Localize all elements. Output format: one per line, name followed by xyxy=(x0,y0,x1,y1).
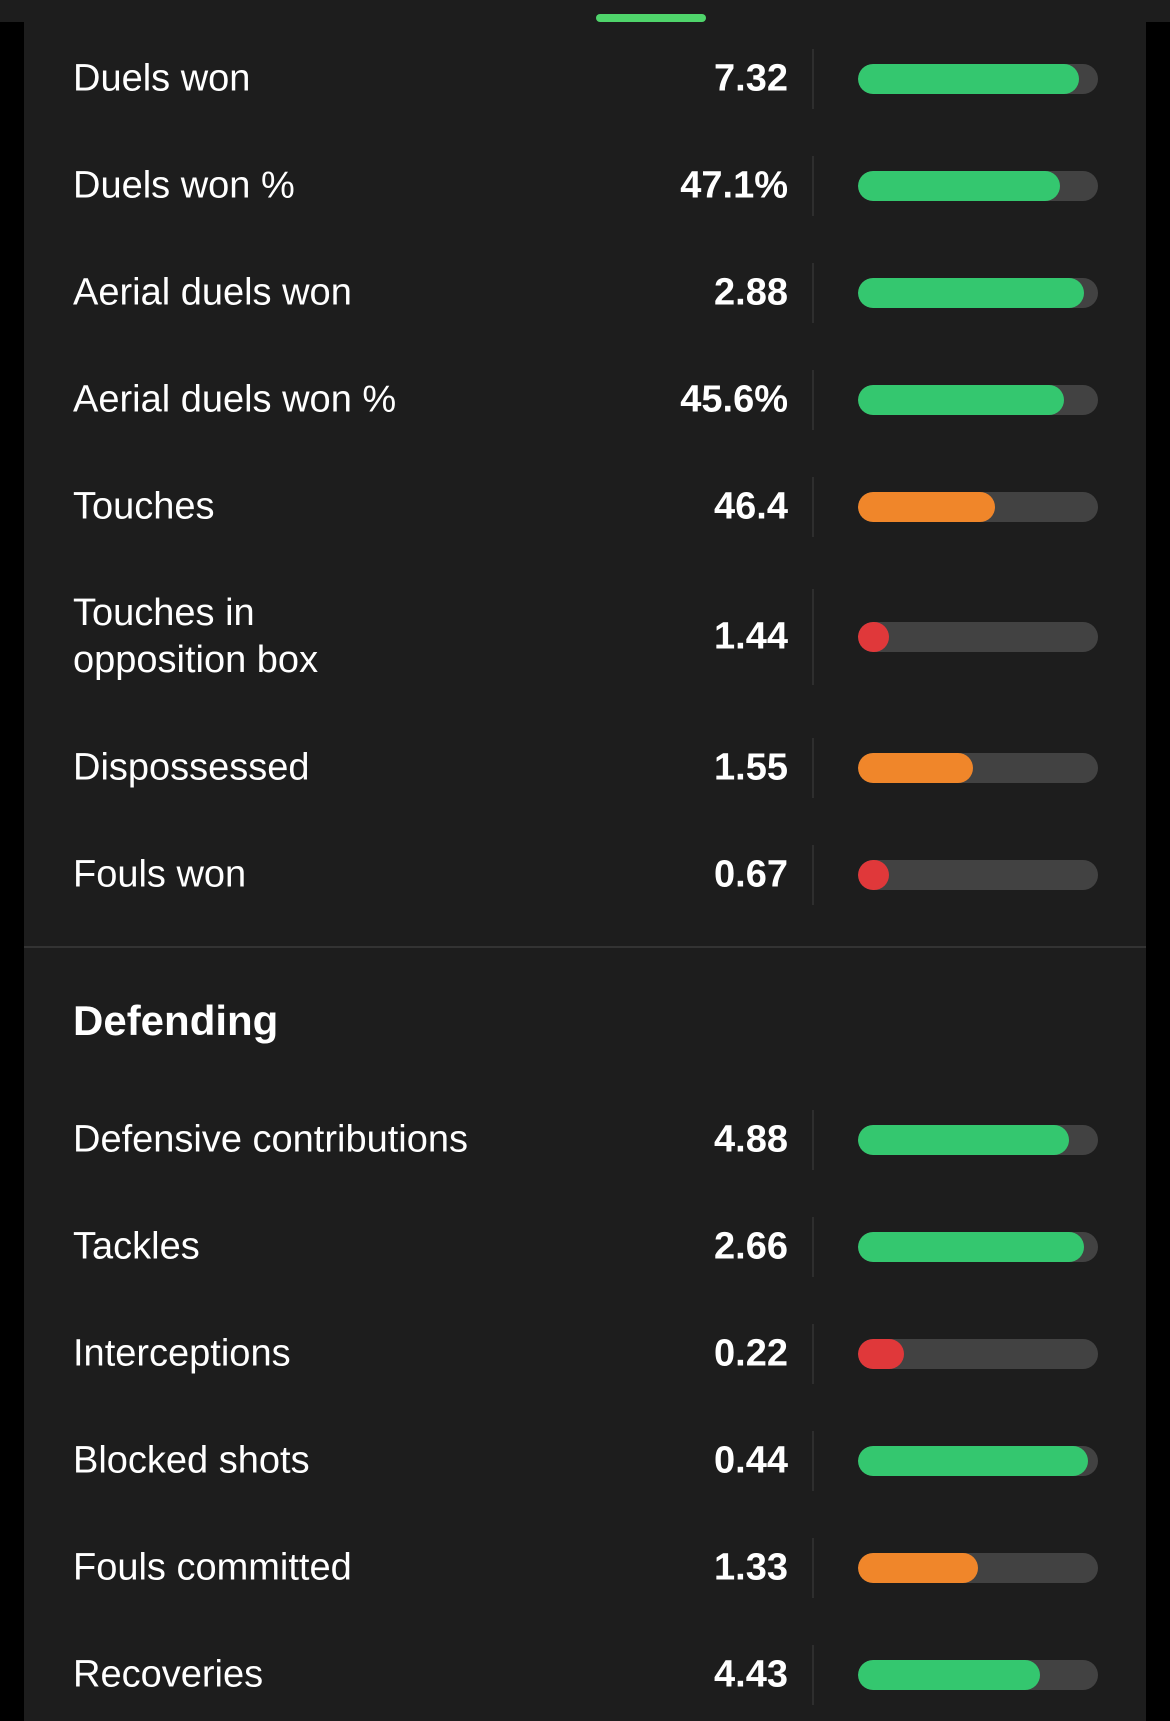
stat-value: 2.88 xyxy=(714,272,788,315)
section-divider xyxy=(24,946,1146,948)
stat-row-fouls-committed[interactable]: Fouls committed 1.33 xyxy=(24,1538,1146,1598)
column-divider xyxy=(812,1324,814,1384)
percentile-bar-fill xyxy=(858,1446,1088,1476)
column-divider xyxy=(812,156,814,216)
percentile-bar-fill xyxy=(858,1125,1069,1155)
stat-value: 1.33 xyxy=(714,1547,788,1590)
stat-label: Touches xyxy=(73,484,593,531)
stat-row-recoveries[interactable]: Recoveries 4.43 xyxy=(24,1645,1146,1705)
stat-value: 1.44 xyxy=(714,616,788,659)
stat-label: Aerial duels won xyxy=(73,270,593,317)
stat-value: 4.43 xyxy=(714,1654,788,1697)
stat-label: Touches in opposition box xyxy=(73,590,363,684)
section-title-defending: Defending xyxy=(73,995,278,1047)
percentile-bar-fill xyxy=(858,860,889,890)
stat-value: 4.88 xyxy=(714,1119,788,1162)
column-divider xyxy=(812,370,814,430)
percentile-bar-fill xyxy=(858,622,889,652)
column-divider xyxy=(812,845,814,905)
stat-row-duels-won[interactable]: Duels won 7.32 xyxy=(24,49,1146,109)
percentile-bar-fill xyxy=(858,1232,1084,1262)
percentile-bar-track xyxy=(858,1125,1098,1155)
stat-label: Aerial duels won % xyxy=(73,377,593,424)
stat-label: Fouls committed xyxy=(73,1545,593,1592)
column-divider xyxy=(812,1110,814,1170)
column-divider xyxy=(812,263,814,323)
stat-value: 0.22 xyxy=(714,1333,788,1376)
column-divider xyxy=(812,1645,814,1705)
stat-row-duels-won[interactable]: Duels won % 47.1% xyxy=(24,156,1146,216)
stat-row-aerial-duels-won[interactable]: Aerial duels won 2.88 xyxy=(24,263,1146,323)
stat-label: Defensive contributions xyxy=(73,1117,593,1164)
percentile-bar-fill xyxy=(858,1553,978,1583)
percentile-bar-track xyxy=(858,860,1098,890)
percentile-bar-fill xyxy=(858,64,1079,94)
percentile-bar-fill xyxy=(858,1660,1040,1690)
stat-label: Fouls won xyxy=(73,852,593,899)
stat-label: Dispossessed xyxy=(73,745,593,792)
percentile-bar-track xyxy=(858,753,1098,783)
percentile-bar-track xyxy=(858,1446,1098,1476)
stat-row-blocked-shots[interactable]: Blocked shots 0.44 xyxy=(24,1431,1146,1491)
percentile-bar-fill xyxy=(858,278,1084,308)
stat-row-tackles[interactable]: Tackles 2.66 xyxy=(24,1217,1146,1277)
stat-value: 0.67 xyxy=(714,854,788,897)
percentile-bar-track xyxy=(858,64,1098,94)
stat-row-touches[interactable]: Touches 46.4 xyxy=(24,477,1146,537)
column-divider xyxy=(812,1431,814,1491)
percentile-bar-fill xyxy=(858,171,1060,201)
stat-row-dispossessed[interactable]: Dispossessed 1.55 xyxy=(24,738,1146,798)
stat-value: 2.66 xyxy=(714,1226,788,1269)
column-divider xyxy=(812,589,814,685)
stat-label: Interceptions xyxy=(73,1331,593,1378)
stat-row-interceptions[interactable]: Interceptions 0.22 xyxy=(24,1324,1146,1384)
sheet-grabber-handle[interactable] xyxy=(596,14,706,22)
stats-card: Duels won 7.32 Duels won % 47.1% Aerial duel… xyxy=(24,0,1146,1721)
percentile-bar-fill xyxy=(858,753,973,783)
percentile-bar-track xyxy=(858,278,1098,308)
percentile-bar-track xyxy=(858,622,1098,652)
column-divider xyxy=(812,477,814,537)
column-divider xyxy=(812,1538,814,1598)
stat-value: 47.1% xyxy=(680,165,788,208)
column-divider xyxy=(812,1217,814,1277)
stat-value: 1.55 xyxy=(714,747,788,790)
percentile-bar-fill xyxy=(858,492,995,522)
column-divider xyxy=(812,738,814,798)
stat-value: 46.4 xyxy=(714,486,788,529)
percentile-bar-track xyxy=(858,492,1098,522)
stat-label: Blocked shots xyxy=(73,1438,593,1485)
stat-label: Duels won % xyxy=(73,163,593,210)
percentile-bar-track xyxy=(858,1660,1098,1690)
percentile-bar-fill xyxy=(858,385,1064,415)
stat-value: 45.6% xyxy=(680,379,788,422)
percentile-bar-track xyxy=(858,171,1098,201)
stat-label: Duels won xyxy=(73,56,593,103)
percentile-bar-track xyxy=(858,1232,1098,1262)
stat-row-touches-in-opposition-box[interactable]: Touches in opposition box 1.44 xyxy=(24,589,1146,685)
column-divider xyxy=(812,49,814,109)
percentile-bar-track xyxy=(858,1339,1098,1369)
stat-value: 0.44 xyxy=(714,1440,788,1483)
percentile-bar-fill xyxy=(858,1339,904,1369)
stat-row-aerial-duels-won[interactable]: Aerial duels won % 45.6% xyxy=(24,370,1146,430)
stat-label: Recoveries xyxy=(73,1652,593,1699)
percentile-bar-track xyxy=(858,385,1098,415)
stat-row-defensive-contributions[interactable]: Defensive contributions 4.88 xyxy=(24,1110,1146,1170)
stat-value: 7.32 xyxy=(714,58,788,101)
stat-row-fouls-won[interactable]: Fouls won 0.67 xyxy=(24,845,1146,905)
percentile-bar-track xyxy=(858,1553,1098,1583)
stat-label: Tackles xyxy=(73,1224,593,1271)
